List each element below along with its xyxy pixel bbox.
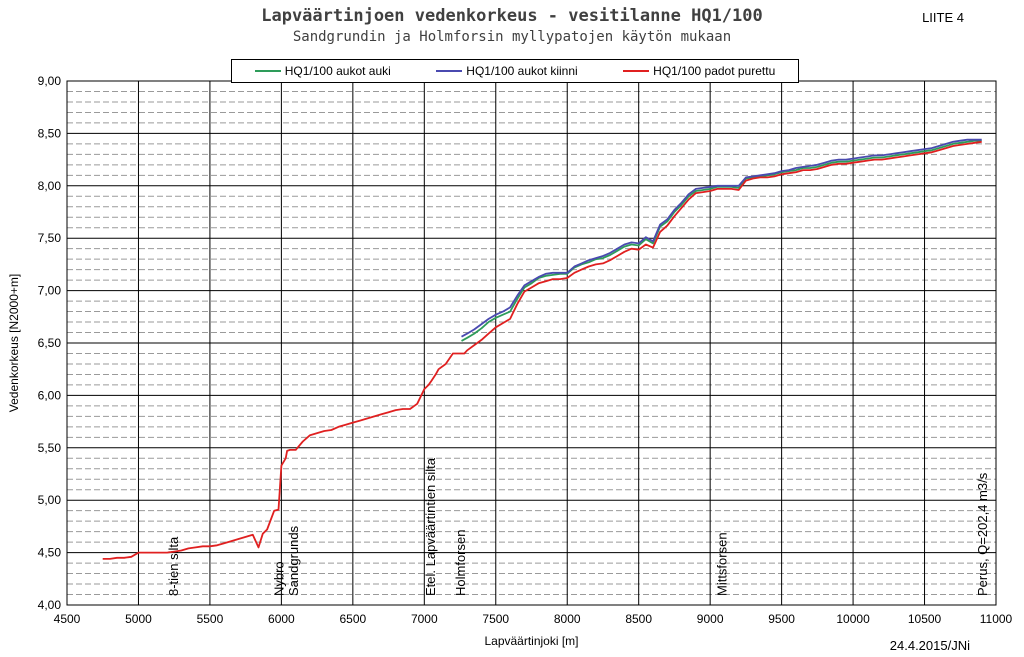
y-tick-label: 5,50	[38, 441, 62, 455]
y-tick-label: 8,00	[38, 179, 62, 193]
x-tick-label: 6000	[268, 612, 295, 626]
legend-item-aukot-kiinni: HQ1/100 aukot kiinni	[436, 64, 578, 78]
y-tick-label: 8,50	[38, 126, 62, 140]
y-tick-label: 5,00	[38, 493, 62, 507]
x-tick-label: 10500	[908, 612, 942, 626]
date-stamp: 24.4.2015/JNi	[889, 638, 970, 653]
y-tick-label: 7,00	[38, 284, 62, 298]
y-tick-label: 7,50	[38, 231, 62, 245]
series-line-0	[461, 139, 982, 342]
legend-label: HQ1/100 padot purettu	[653, 64, 776, 78]
x-tick-label: 7500	[482, 612, 509, 626]
legend-item-aukot-auki: HQ1/100 aukot auki	[254, 64, 391, 78]
series-line-2	[102, 140, 982, 560]
y-tick-label: 6,00	[38, 388, 62, 402]
annotation-label: Sandgrunds	[286, 525, 301, 596]
legend: HQ1/100 aukot auki HQ1/100 aukot kiinni …	[231, 59, 799, 83]
legend-label: HQ1/100 aukot auki	[284, 64, 391, 78]
legend-swatch-red	[623, 70, 650, 72]
x-tick-label: 7000	[411, 612, 438, 626]
x-tick-label: 8500	[625, 612, 652, 626]
annotation-label: Mittsforsen	[715, 532, 730, 596]
appendix-label: LIITE 4	[922, 10, 964, 25]
x-tick-label: 6500	[339, 612, 366, 626]
axes: 4,00 4,50 5,00 5,50 6,00 6,50 7,00 7,50 8,00 8,50…	[7, 74, 1013, 648]
y-tick-label: 4,00	[38, 598, 62, 612]
x-tick-label: 4500	[54, 612, 81, 626]
x-tick-label: 5000	[125, 612, 152, 626]
x-tick-label: 10000	[836, 612, 870, 626]
y-tick-label: 6,50	[38, 336, 62, 350]
annotation-label: Perus, Q=202,4 m3/s	[975, 472, 990, 596]
annotation-label: Nybro	[272, 561, 287, 596]
annotation-label: Etel. Lapväärtintien silta	[423, 457, 438, 596]
legend-swatch-blue	[436, 70, 463, 72]
annotation-label: Holmforsen	[453, 530, 468, 596]
legend-label: HQ1/100 aukot kiinni	[466, 64, 578, 78]
x-tick-label: 11000	[980, 612, 1013, 626]
x-tick-label: 9000	[697, 612, 724, 626]
y-tick-label: 4,50	[38, 546, 62, 560]
legend-swatch-green	[254, 70, 281, 72]
grid-lines	[66, 80, 997, 606]
chart-title: Lapväärtinjoen vedenkorkeus - vesitilann…	[261, 6, 763, 26]
x-axis-label: Lapväärtinjoki [m]	[484, 634, 578, 648]
x-tick-label: 9500	[768, 612, 795, 626]
series-lines	[102, 138, 982, 560]
chart-subtitle: Sandgrundin ja Holmforsin myllypatojen k…	[292, 29, 732, 45]
x-tick-label: 5500	[197, 612, 224, 626]
series-line-1	[461, 138, 982, 338]
y-axis-label: Vedenkorkeus [N2000+m]	[7, 274, 21, 412]
x-tick-label: 8000	[554, 612, 581, 626]
legend-item-padot-purettu: HQ1/100 padot purettu	[623, 64, 775, 78]
y-tick-label: 9,00	[38, 74, 62, 88]
annotation-label: 8-tien silta	[166, 536, 181, 596]
annotations: 8-tien silta Nybro Sandgrunds Etel. Lapväär…	[166, 457, 990, 596]
